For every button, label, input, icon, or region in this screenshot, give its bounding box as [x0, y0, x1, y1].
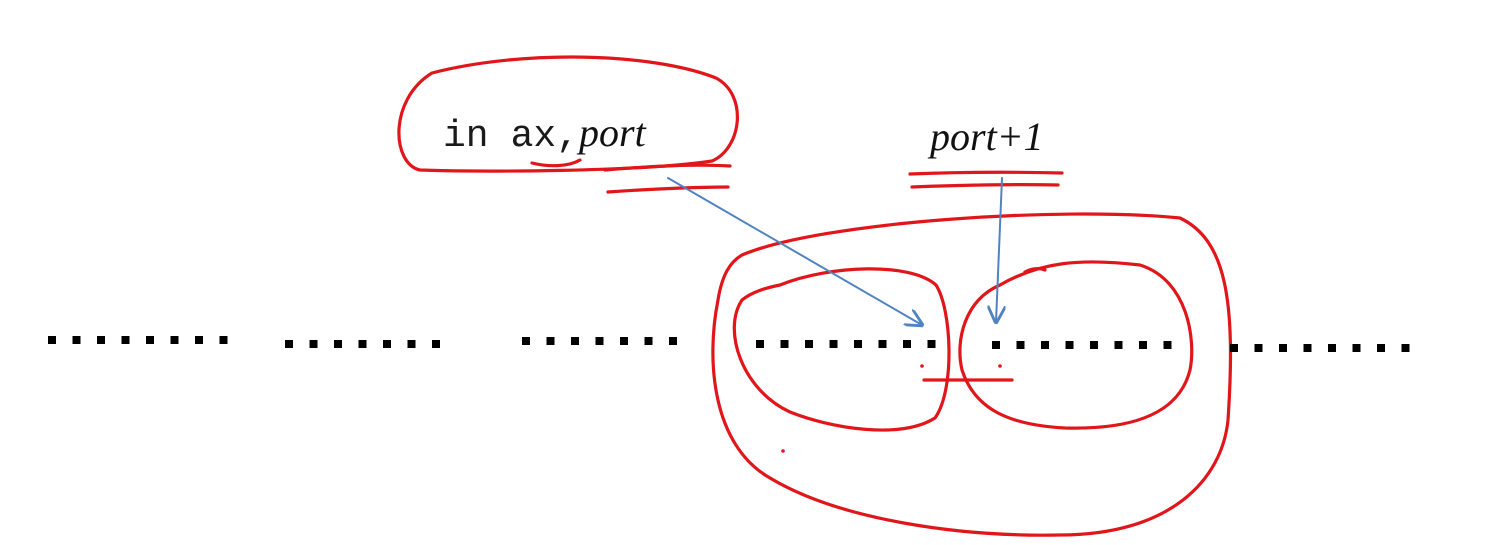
next-port-underline-1: [908, 170, 1064, 176]
port-dot: [334, 340, 342, 348]
next-port-underline-2: [910, 183, 1060, 189]
instruction-circle: [397, 55, 739, 173]
port-dot: [1065, 341, 1074, 349]
port-dot: [571, 337, 579, 345]
port-dot: [358, 340, 367, 348]
right-port-circle: [958, 260, 1194, 430]
port-dot: [1303, 344, 1312, 352]
port-dot: [1041, 341, 1049, 349]
port-dot: [121, 336, 130, 344]
outer-group-circle: [711, 212, 1233, 537]
port-dot: [903, 340, 911, 348]
port-dot: [309, 340, 318, 348]
port-dot: [146, 336, 154, 344]
port-dot: [1090, 341, 1098, 349]
port-dot: [992, 341, 1000, 349]
port-dot: [432, 340, 440, 348]
next-port-arrow: [996, 177, 1002, 322]
port-dot: [829, 340, 838, 348]
port-dot: [1016, 341, 1025, 349]
dot-row-5: [992, 341, 1172, 349]
tick-mark: [1023, 267, 1047, 274]
port-dot: [1377, 344, 1385, 352]
instruction-text: in ax,port: [443, 110, 647, 158]
port-dot: [1328, 344, 1336, 352]
port-dot: [522, 337, 530, 345]
mnemonic-text: in: [443, 115, 489, 158]
port-dot: [644, 337, 653, 345]
port-dot: [854, 340, 862, 348]
port-dot: [1114, 341, 1123, 349]
annotations: [397, 55, 1233, 537]
port-dot: [1352, 344, 1361, 352]
port-dot: [595, 337, 604, 345]
port-underline-2: [606, 185, 730, 194]
port-dot: [72, 336, 81, 344]
port-dot: [1254, 344, 1263, 352]
red-dot-1: [920, 364, 924, 368]
port-dot: [756, 340, 764, 348]
next-port-label: port+1: [927, 114, 1044, 159]
port-dot: [1279, 344, 1287, 352]
port-underline-1: [603, 163, 732, 172]
port-dot: [1230, 344, 1238, 352]
red-dot-2: [998, 364, 1002, 368]
dot-row-4: [756, 340, 936, 348]
register-text: ax,: [511, 115, 579, 158]
port-dot-rows: [48, 336, 1410, 352]
port-dot: [1139, 341, 1147, 349]
dot-row-6: [1230, 344, 1410, 352]
dot-row-3: [522, 337, 677, 345]
port-dot: [1163, 341, 1172, 349]
port-dot: [1401, 344, 1410, 352]
port-dot: [48, 336, 56, 344]
port-operand-text: port: [576, 110, 647, 155]
port-dot: [219, 336, 228, 344]
port-arrow: [667, 177, 922, 325]
port-dot: [170, 336, 179, 344]
port-dot: [285, 340, 293, 348]
port-dot: [927, 340, 936, 348]
port-dot: [97, 336, 105, 344]
port-dot: [780, 340, 789, 348]
dot-row-1: [48, 336, 228, 344]
port-dot: [620, 337, 628, 345]
dot-row-2: [285, 340, 440, 348]
port-dot: [195, 336, 203, 344]
left-port-circle: [732, 267, 951, 432]
ax-underline: [530, 158, 582, 168]
port-dot: [878, 340, 887, 348]
port-dot: [669, 337, 677, 345]
port-dot: [407, 340, 416, 348]
arrows: [667, 177, 1002, 325]
port-dot: [383, 340, 391, 348]
port-dot: [546, 337, 555, 345]
red-dot-3: [781, 449, 785, 453]
port-dot: [805, 340, 813, 348]
